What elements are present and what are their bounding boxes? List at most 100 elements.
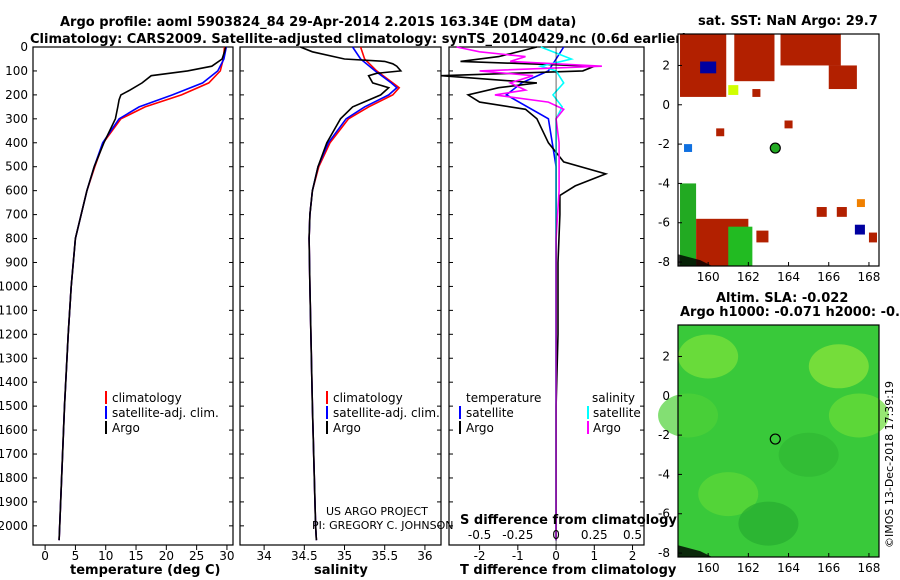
- series-line-t-argo: [441, 46, 609, 541]
- sst-patch: [716, 128, 725, 137]
- sla-anomaly: [808, 344, 869, 389]
- sst-patch: [784, 120, 793, 129]
- imos-credit: ©IMOS 13-Dec-2018 17:39:19: [883, 381, 896, 548]
- x-tick-label: 20: [159, 549, 174, 563]
- depth-tick-label: 1300: [0, 351, 28, 365]
- pi-annotation: PI: GREGORY C. JOHNSON: [312, 519, 453, 532]
- depth-tick-label: 2000: [0, 519, 28, 533]
- depth-tick-label: 100: [5, 64, 28, 78]
- legend-header-salinity: salinity: [592, 391, 635, 405]
- x-tick-label: -2: [474, 549, 486, 563]
- lon-tick-label: 162: [737, 270, 760, 284]
- argo-position-marker: [769, 433, 781, 445]
- title-line-2: Climatology: CARS2009. Satellite-adjuste…: [30, 32, 688, 47]
- difference-legend: temperature satellite Argo salinity sate…: [459, 391, 641, 435]
- lat-tick-label: -4: [658, 467, 670, 481]
- sla-anomaly: [658, 393, 719, 438]
- legend-label-argo: Argo: [333, 421, 361, 435]
- sla-anomaly: [698, 472, 759, 517]
- x-tick-label: 35: [337, 549, 352, 563]
- lon-tick-label: 166: [817, 270, 840, 284]
- lat-tick-label: 2: [662, 58, 670, 72]
- sst-patch: [752, 89, 761, 97]
- salinity-legend: climatology satellite-adj. clim. Argo: [326, 391, 440, 435]
- x-tick-label: 10: [98, 549, 113, 563]
- sla-anomaly: [678, 334, 739, 379]
- sst-patch: [816, 207, 827, 217]
- depth-tick-label: 1400: [0, 375, 28, 389]
- lat-tick-label: 0: [662, 389, 670, 403]
- legend-label-s-satellite: satellite: [593, 406, 641, 420]
- map-frame: [677, 33, 880, 267]
- lat-tick-label: 0: [662, 98, 670, 112]
- legend-label-climatology: climatology: [112, 391, 182, 405]
- depth-tick-label: 1200: [0, 327, 28, 341]
- x-tick-label: 25: [189, 549, 204, 563]
- sst-patch: [728, 226, 753, 266]
- x-tick-label: -1: [512, 549, 524, 563]
- legend-label-t-satellite: satellite: [466, 406, 514, 420]
- map-frame: [677, 324, 880, 558]
- sst-map-title: sat. SST: NaN Argo: 29.7: [698, 14, 878, 29]
- x-tick-label: 36: [417, 549, 432, 563]
- x-tick-label: 0: [41, 549, 49, 563]
- sst-patch: [828, 65, 857, 90]
- temperature-xlabel: temperature (deg C): [70, 563, 220, 578]
- lat-tick-label: -8: [658, 255, 670, 269]
- depth-tick-label: 1700: [0, 447, 28, 461]
- lat-tick-label: -2: [658, 137, 670, 151]
- lat-tick-label: -2: [658, 428, 670, 442]
- sla-anomaly: [738, 501, 799, 546]
- series-line-satellite-adj-clim-: [58, 46, 228, 541]
- depth-tick-label: 400: [5, 136, 28, 150]
- x-tick-label: 2: [629, 549, 637, 563]
- series-line-satellite-adj-clim-: [308, 46, 399, 541]
- diff-t-xlabel: T difference from climatology: [460, 563, 677, 578]
- plot-frame: [32, 46, 234, 546]
- sst-map: 160 162 164 166 168 2 0 -2 -4 -6 -8: [658, 33, 880, 284]
- temperature-panel: 0 5 10 15 20 25 30: [32, 46, 235, 563]
- s-diff-tick-label: -0.25: [502, 528, 533, 542]
- legend-label-satellite: satellite-adj. clim.: [333, 406, 440, 420]
- title-line-1: Argo profile: aoml 5903824_84 29-Apr-201…: [60, 15, 576, 30]
- plot-frame: [448, 46, 645, 546]
- depth-tick-label: 1900: [0, 495, 28, 509]
- series-line-climatology: [58, 46, 226, 541]
- diff-s-xlabel: S difference from climatology: [460, 513, 677, 528]
- lon-tick-label: 164: [777, 270, 800, 284]
- x-tick-label: 34: [256, 549, 271, 563]
- sst-patch: [756, 230, 769, 243]
- lat-tick-label: -4: [658, 176, 670, 190]
- s-diff-tick-label: -0.5: [468, 528, 491, 542]
- lat-tick-label: -6: [658, 216, 670, 230]
- series-line-argo: [58, 46, 227, 541]
- lon-tick-label: 162: [737, 561, 760, 575]
- legend-label-s-argo: Argo: [593, 421, 621, 435]
- salinity-xlabel: salinity: [314, 563, 368, 578]
- sst-patch: [836, 207, 847, 217]
- x-tick-label: 30: [219, 549, 234, 563]
- series-line-s-argo: [456, 46, 602, 541]
- sst-patch: [680, 183, 697, 266]
- s-diff-tick-label: 0.5: [623, 528, 642, 542]
- lat-tick-label: -8: [658, 546, 670, 560]
- lon-tick-label: 168: [857, 270, 880, 284]
- depth-tick-label: 0: [20, 40, 28, 54]
- sst-patch: [684, 144, 693, 152]
- legend-label-climatology: climatology: [333, 391, 403, 405]
- sst-patch: [856, 199, 865, 208]
- depth-tick-label: 600: [5, 184, 28, 198]
- depth-tick-label: 800: [5, 232, 28, 246]
- plot-frame: [239, 46, 442, 546]
- sst-patch: [780, 34, 841, 66]
- x-tick-label: 0: [552, 549, 560, 563]
- legend-label-satellite: satellite-adj. clim.: [112, 406, 219, 420]
- difference-panel: -2 -1 0 1 2-0.5 -0.25 0 0.25 0.5: [441, 46, 645, 563]
- sla-anomaly: [828, 393, 889, 438]
- depth-tick-label: 1000: [0, 279, 28, 293]
- sst-patch: [734, 34, 775, 82]
- argo-position-marker: [769, 142, 781, 154]
- salinity-panel: 34 34.5 35 35.5 36: [239, 46, 442, 563]
- s-diff-tick-label: 0.25: [581, 528, 608, 542]
